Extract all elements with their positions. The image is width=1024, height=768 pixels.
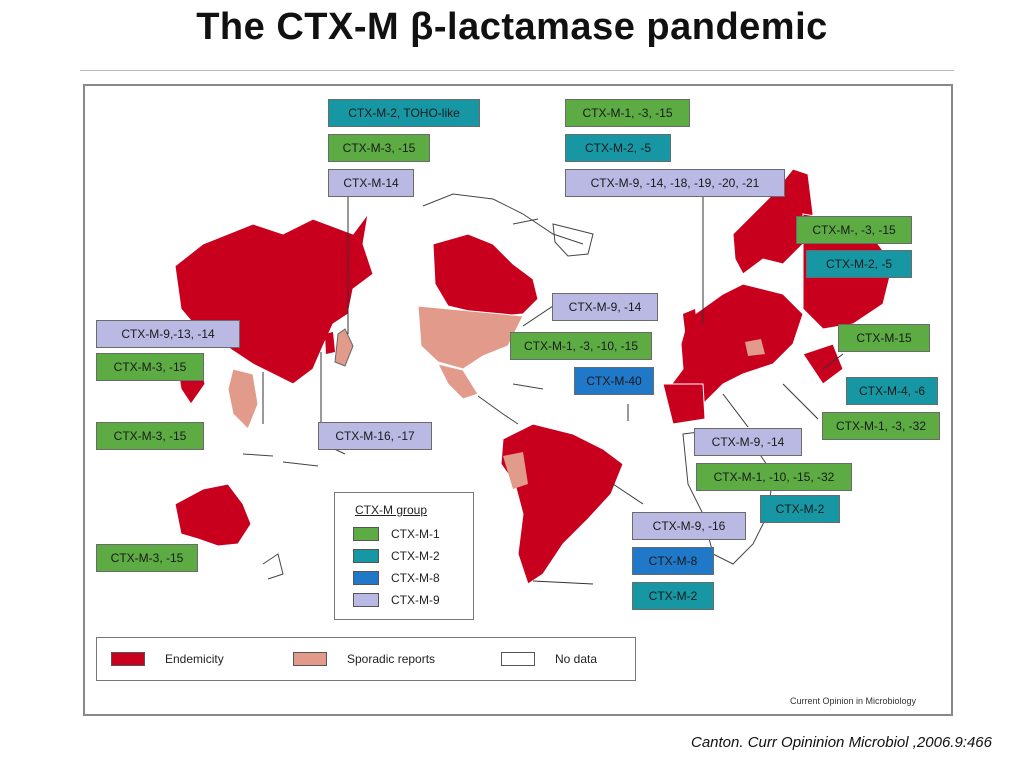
legend-swatch xyxy=(293,652,327,666)
ctx-label: CTX-M-2, -5 xyxy=(565,134,671,162)
ctx-label: CTX-M-9, -14 xyxy=(694,428,802,456)
ctx-label: CTX-M-1, -3, -10, -15 xyxy=(510,332,652,360)
group-legend-item: CTX-M-1 xyxy=(353,527,440,541)
ctx-label: CTX-M-9,-13, -14 xyxy=(96,320,240,348)
status-legend-item: Sporadic reports xyxy=(293,652,435,666)
ctx-m-group-legend: CTX-M group CTX-M-1 CTX-M-2 CTX-M-8 CTX-… xyxy=(334,492,474,620)
group-legend-item: CTX-M-9 xyxy=(353,593,440,607)
ctx-label: CTX-M-, -3, -15 xyxy=(796,216,912,244)
group-legend-title: CTX-M group xyxy=(355,503,428,517)
ctx-label: CTX-M-4, -6 xyxy=(846,377,938,405)
region-europe xyxy=(667,283,804,415)
status-legend-item: Endemicity xyxy=(111,652,224,666)
region-korea xyxy=(325,332,335,354)
region-britain xyxy=(683,309,698,339)
region-eastern-europe-sporadic xyxy=(745,339,765,356)
figure-source: Current Opinion in Microbiology xyxy=(790,696,917,706)
legend-swatch xyxy=(353,571,379,585)
ctx-label: CTX-M-1, -3, -32 xyxy=(822,412,940,440)
region-usa xyxy=(417,305,524,370)
region-arctic xyxy=(422,193,584,245)
legend-swatch xyxy=(111,652,145,666)
citation: Canton. Curr Opininion Microbiol ,2006.9… xyxy=(690,734,992,751)
ctx-label: CTX-M-15 xyxy=(838,324,930,352)
ctx-label: CTX-M-2 xyxy=(632,582,714,610)
title-divider xyxy=(80,70,954,71)
ctx-label: CTX-M-9, -16 xyxy=(632,512,746,540)
ctx-label: CTX-M-3, -15 xyxy=(96,544,198,572)
ctx-label: CTX-M-16, -17 xyxy=(318,422,432,450)
region-new-zealand xyxy=(262,553,284,580)
region-iberia xyxy=(662,383,706,425)
region-caribbean xyxy=(477,383,544,425)
status-legend-item: No data xyxy=(501,652,597,666)
region-mexico xyxy=(437,363,479,400)
region-peru xyxy=(503,452,528,489)
ctx-label: CTX-M-8 xyxy=(632,547,714,575)
ctx-label: CTX-M-1, -10, -15, -32 xyxy=(696,463,852,491)
region-middle-east xyxy=(802,343,844,385)
ctx-label: CTX-M-2, -5 xyxy=(806,250,912,278)
group-legend-item: CTX-M-8 xyxy=(353,571,440,585)
legend-swatch xyxy=(353,527,379,541)
leader-lines xyxy=(262,194,844,585)
legend-swatch xyxy=(353,593,379,607)
ctx-label: CTX-M-1, -3, -15 xyxy=(565,99,690,127)
status-legend: Endemicity Sporadic reports No data xyxy=(96,637,636,681)
ctx-label: CTX-M-3, -15 xyxy=(96,422,204,450)
ctx-label: CTX-M-3, -15 xyxy=(96,353,204,381)
ctx-label: CTX-M-40 xyxy=(574,367,654,395)
ctx-label: CTX-M-9, -14, -18, -19, -20, -21 xyxy=(565,169,785,197)
region-southeast-asia xyxy=(227,368,259,430)
legend-swatch xyxy=(501,652,535,666)
world-map xyxy=(174,168,894,585)
region-greenland xyxy=(552,223,594,257)
region-japan xyxy=(334,328,354,367)
legend-swatch xyxy=(353,549,379,563)
ctx-label: CTX-M-2 xyxy=(760,495,840,523)
ctx-label: CTX-M-3, -15 xyxy=(328,134,430,162)
slide-title: The CTX-M β-lactamase pandemic xyxy=(196,6,828,48)
group-legend-item: CTX-M-2 xyxy=(353,549,440,563)
region-australia xyxy=(174,483,252,547)
ctx-label: CTX-M-2, TOHO-like xyxy=(328,99,480,127)
ctx-label: CTX-M-14 xyxy=(328,169,414,197)
ctx-label: CTX-M-9, -14 xyxy=(552,293,658,321)
region-south-america xyxy=(500,423,624,585)
region-canada xyxy=(432,233,539,317)
